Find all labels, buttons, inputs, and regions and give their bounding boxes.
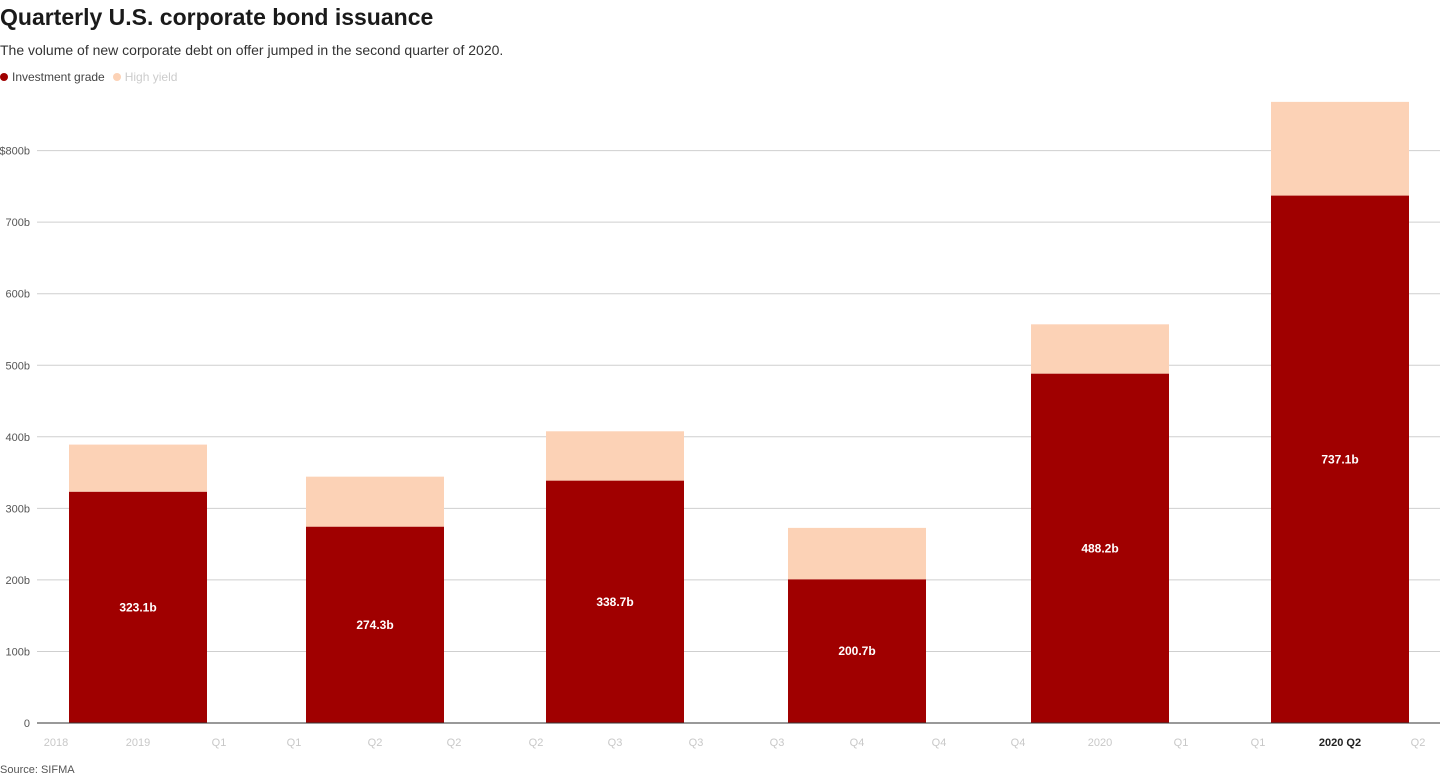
legend-swatch-high-yield (112, 73, 121, 81)
bar-investment-grade (69, 491, 207, 723)
y-tick-label: $800b (0, 146, 30, 158)
y-tick-label: 400b (6, 432, 30, 444)
y-tick-label: 100b (6, 646, 30, 658)
bar-high-yield (69, 444, 207, 492)
data-label: 737.1b (1321, 452, 1358, 466)
bar-high-yield (546, 431, 684, 481)
x-tick-label: Q1 (212, 737, 227, 749)
y-tick-label: 200b (6, 575, 30, 587)
x-tick-label: Q4 (850, 737, 865, 749)
y-tick-label: 300b (6, 503, 30, 515)
y-tick-label: 700b (6, 217, 30, 229)
bar-investment-grade (546, 480, 684, 723)
bar-high-yield (788, 527, 926, 580)
x-tick-label: Q1 (1251, 737, 1266, 749)
x-tick-label: Q3 (608, 737, 623, 749)
bar-investment-grade (306, 526, 444, 723)
data-label: 488.2b (1081, 541, 1118, 555)
bar-investment-grade (788, 579, 926, 723)
x-tick-label: Q3 (770, 737, 785, 749)
x-tick-label: Q2 (529, 737, 544, 749)
x-tick-label: 2018 (44, 737, 68, 749)
x-tick-label: Q4 (932, 737, 947, 749)
x-tick-label: Q2 (1411, 737, 1426, 749)
x-tick-label: 2020 (1088, 737, 1112, 749)
x-tick-label: Q2 (368, 737, 383, 749)
x-tick-label: 2019 (126, 737, 150, 749)
bar-high-yield (1031, 324, 1169, 374)
bar-investment-grade (1271, 195, 1409, 723)
legend-swatch-investment-grade (0, 73, 8, 81)
y-tick-label: 600b (6, 289, 30, 301)
x-tick-label: Q4 (1011, 737, 1026, 749)
source-note: Source: SIFMA (0, 764, 75, 776)
x-tick-label-highlighted: 2020 Q2 (1319, 737, 1361, 749)
bar-high-yield (1271, 101, 1409, 196)
legend-item-investment-grade: Investment grade (0, 70, 105, 84)
x-tick-label: Q2 (447, 737, 462, 749)
bar-investment-grade (1031, 373, 1169, 723)
x-tick-label: Q1 (1174, 737, 1189, 749)
legend-label-investment-grade: Investment grade (12, 70, 105, 84)
y-tick-label: 0 (24, 718, 30, 730)
data-label: 274.3b (356, 618, 393, 632)
y-tick-label: 500b (6, 360, 30, 372)
bar-high-yield (306, 476, 444, 527)
data-label: 338.7b (596, 595, 633, 609)
x-tick-label: Q1 (287, 737, 302, 749)
legend-label-high-yield: High yield (124, 70, 178, 84)
data-label: 200.7b (838, 644, 875, 658)
data-label: 323.1b (119, 600, 156, 614)
chart-legend: Investment grade High yield (0, 70, 185, 84)
chart-subtitle: The volume of new corporate debt on offe… (0, 42, 504, 58)
legend-item-high-yield: High yield (112, 70, 178, 84)
x-tick-label: Q3 (689, 737, 704, 749)
chart-title: Quarterly U.S. corporate bond issuance (0, 4, 434, 30)
